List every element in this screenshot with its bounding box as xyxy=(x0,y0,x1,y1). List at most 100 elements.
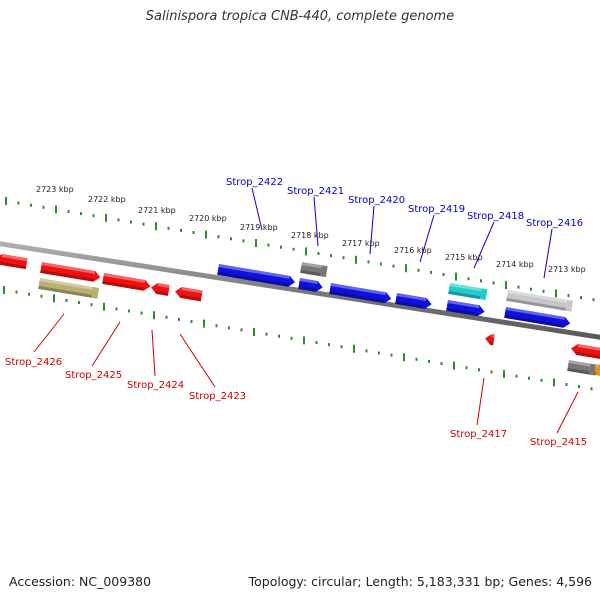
gene-olive-body xyxy=(38,278,100,299)
forward-gene-label: Strop_2416 xyxy=(526,218,583,229)
genome-summary-text: Topology: circular; Length: 5,183,331 bp… xyxy=(248,574,592,589)
forward-leader xyxy=(251,187,263,231)
gene-blue-2418-body xyxy=(446,300,485,317)
gene-strop-2422-highlight xyxy=(218,264,291,279)
gene-red-right-highlight xyxy=(577,343,600,351)
gene-strop-2422-shade xyxy=(217,271,289,287)
forward-gene-label: Strop_2419 xyxy=(408,204,465,215)
forward-leader xyxy=(473,221,495,269)
forward-gene-label: Strop_2422 xyxy=(226,177,283,188)
gene-strop-2416-shade xyxy=(504,314,564,328)
forward-gene-label: Strop_2418 xyxy=(467,211,524,222)
gene-strop-2420-highlight xyxy=(330,283,387,296)
gene-strop-2426-shade xyxy=(40,269,94,282)
gene-strop-2419 xyxy=(395,293,432,309)
gene-lightgray-shade xyxy=(506,297,566,311)
gene-olive-shade xyxy=(38,285,92,298)
gene-blue-2418 xyxy=(446,300,485,317)
gene-gray-highlight xyxy=(301,262,322,269)
kbp-label: 2718 kbp xyxy=(291,231,329,240)
reverse-leader xyxy=(151,329,156,377)
kbp-label: 2722 kbp xyxy=(88,195,126,204)
reverse-gene-label: Strop_2423 xyxy=(189,391,246,402)
gene-strop-2419-body xyxy=(395,293,432,309)
gene-strop-2422-body xyxy=(217,264,296,287)
accession-text: Accession: NC_009380 xyxy=(9,574,152,589)
kbp-label: 2714 kbp xyxy=(496,260,534,269)
reverse-gene-label: Strop_2424 xyxy=(127,380,184,391)
gene-strop-2426 xyxy=(40,262,101,282)
kbp-label: 2716 kbp xyxy=(394,246,432,255)
gene-strop-2421 xyxy=(298,278,323,292)
reverse-leader xyxy=(91,321,121,367)
gene-strop-2420 xyxy=(329,283,392,304)
gene-gray-shade xyxy=(300,269,321,277)
gene-red-right-body xyxy=(571,343,600,359)
forward-leader xyxy=(369,205,375,255)
reverse-gene-label: Strop_2426 xyxy=(5,357,62,368)
gene-strop-2424 xyxy=(151,282,170,296)
gene-strop-2417-highlight xyxy=(491,333,495,338)
kbp-label: 2720 kbp xyxy=(189,214,227,223)
gene-orange-shade xyxy=(594,371,597,376)
gene-strop-2418-body xyxy=(448,283,488,301)
gene-strop-2424-highlight xyxy=(157,282,170,288)
reverse-leader xyxy=(33,313,65,353)
gene-lightgray-highlight xyxy=(507,290,568,303)
gene-gray-body xyxy=(300,262,328,278)
gene-reverse-shade xyxy=(0,261,27,270)
kbp-label: 2723 kbp xyxy=(36,185,74,194)
forward-gene-label: Strop_2420 xyxy=(348,195,405,206)
backbone-band xyxy=(0,241,600,340)
gene-blue-2418-shade xyxy=(446,307,479,317)
gene-strop-2420-shade xyxy=(329,290,385,304)
gene-strop-2420-body xyxy=(329,283,392,304)
forward-leader xyxy=(313,196,319,247)
gene-orange-highlight xyxy=(595,364,598,368)
reverse-gene-label: Strop_2425 xyxy=(65,370,122,381)
gene-orange xyxy=(594,364,600,377)
gene-red-right xyxy=(571,343,600,359)
outer-kbp-ticks xyxy=(5,197,595,302)
genome-backbone xyxy=(0,241,600,340)
gene-strop-2417 xyxy=(485,333,495,346)
gene-strop-2418-highlight xyxy=(449,283,482,292)
gene-strop-2425-body xyxy=(102,273,151,291)
gene-labels: Strop_2422 Strop_2421 Strop_2420Strop_2419… xyxy=(5,177,587,448)
gene-strop-2426-body xyxy=(40,262,101,282)
gene-gray-right xyxy=(567,360,597,376)
gene-olive xyxy=(38,278,100,299)
map-title: Salinispora tropica CNB-440, complete ge… xyxy=(145,9,455,24)
inner-kbp-ticks xyxy=(3,286,593,391)
gene-strop-2424-body xyxy=(151,282,170,296)
gene-strop-2421-highlight xyxy=(299,278,318,284)
gene-strop-2416 xyxy=(504,307,571,328)
kbp-label: 2713 kbp xyxy=(548,265,586,274)
label-leader-lines xyxy=(33,187,579,434)
gene-strop-2425 xyxy=(102,273,151,291)
gene-strop-2416-highlight xyxy=(505,307,566,320)
gene-strop-2419-highlight xyxy=(396,293,427,301)
gene-strop-2418-shade xyxy=(448,290,481,300)
forward-gene-label: Strop_2421 xyxy=(287,186,344,197)
reverse-gene-label: Strop_2415 xyxy=(530,437,587,448)
gene-gray-right-highlight xyxy=(568,360,591,367)
gene-gray xyxy=(300,262,328,278)
gene-lightgray-body xyxy=(506,290,574,312)
gene-strop-2416-body xyxy=(504,307,571,328)
reverse-leader xyxy=(476,377,485,426)
gene-blue-2418-highlight xyxy=(447,300,480,309)
gene-strop-2417-body xyxy=(485,333,495,346)
gene-reverse-body xyxy=(0,253,28,270)
gene-strop-2417-shade xyxy=(490,341,494,346)
gene-strop-2418 xyxy=(448,283,488,301)
gene-red-right-shade xyxy=(576,351,600,359)
forward-leader xyxy=(419,214,435,263)
reverse-gene-label: Strop_2417 xyxy=(450,429,507,440)
reverse-leader xyxy=(556,391,579,434)
gene-gray-right-body xyxy=(567,360,597,376)
gene-strop-2425-shade xyxy=(102,280,145,291)
gene-olive-highlight xyxy=(39,278,94,290)
gene-strop-2421-shade xyxy=(298,285,317,292)
